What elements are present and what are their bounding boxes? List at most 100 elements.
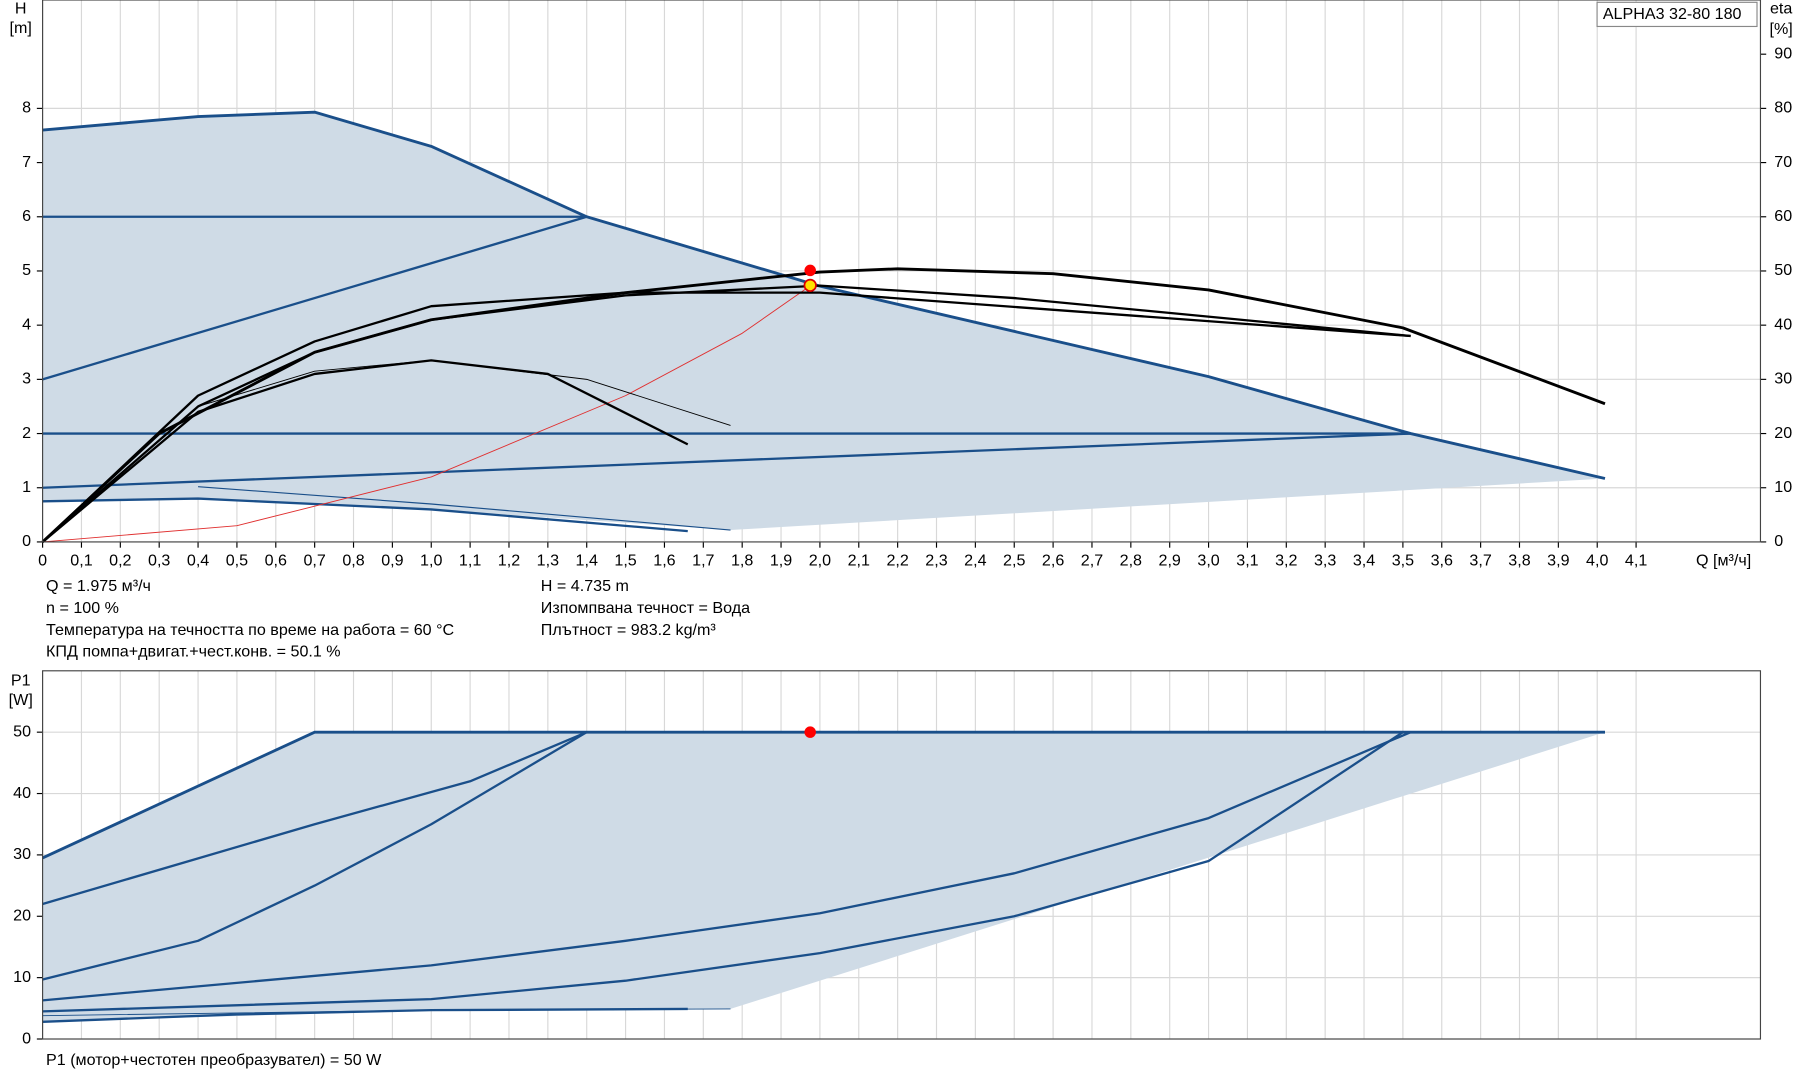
y2-tick-label: 10 xyxy=(1774,478,1792,496)
y2-tick-label: 60 xyxy=(1774,207,1792,225)
x-tick-label: 3,4 xyxy=(1353,552,1375,570)
x-tick-label: 2,1 xyxy=(848,552,870,570)
footer: P1 (мотор+честотен преобразувател) = 50 … xyxy=(46,1051,382,1069)
duty-point xyxy=(803,278,817,292)
info: n = 100 % xyxy=(46,599,119,617)
y-tick-label: 6 xyxy=(22,207,31,225)
y-tick-label: 1 xyxy=(22,478,31,496)
y2-tick-label: 40 xyxy=(1774,315,1792,333)
y-tick-label: 40 xyxy=(13,784,31,802)
x-tick-label: 1,3 xyxy=(537,552,559,570)
curve xyxy=(42,284,813,543)
x-tick-label: 1,8 xyxy=(731,552,753,570)
chart-title: ALPHA3 32-80 180 xyxy=(1603,5,1742,23)
x-tick-label: 1,7 xyxy=(692,552,714,570)
x-tick-label: 1,2 xyxy=(498,552,520,570)
operating-area xyxy=(42,732,1605,1022)
info: Температура на течността по време на раб… xyxy=(46,621,455,639)
y-label: H xyxy=(15,0,27,17)
curve xyxy=(42,731,588,981)
y-tick-label: 3 xyxy=(22,370,31,388)
x-tick-label: 0 xyxy=(38,552,47,570)
x-tick-label: 0,4 xyxy=(187,552,209,570)
x-tick-label: 4,0 xyxy=(1586,552,1608,570)
y-tick-label: 4 xyxy=(22,315,31,333)
y2-unit: [%] xyxy=(1770,20,1793,38)
y-tick-label: 8 xyxy=(22,99,31,117)
info: Изпомпвана течност = Вода xyxy=(541,599,750,617)
x-tick-label: 0,1 xyxy=(70,552,92,570)
curve xyxy=(42,497,688,533)
y2-tick-label: 80 xyxy=(1774,99,1792,117)
x-tick-label: 1,4 xyxy=(576,552,598,570)
curve xyxy=(42,432,1411,489)
curve xyxy=(42,731,1412,1002)
x-tick-label: 3,1 xyxy=(1236,552,1258,570)
plot-frame xyxy=(42,0,1762,543)
info: H = 4.735 m xyxy=(541,577,629,595)
x-tick-label: 2,2 xyxy=(886,552,908,570)
x-tick-label: 2,7 xyxy=(1081,552,1103,570)
curve xyxy=(41,291,1411,543)
curve xyxy=(198,486,731,531)
x-tick-label: 0,8 xyxy=(342,552,364,570)
curve xyxy=(41,730,1605,860)
duty-point xyxy=(804,264,816,277)
curve xyxy=(42,1008,731,1017)
x-tick-label: 3,0 xyxy=(1197,552,1219,570)
x-tick-label: 0,7 xyxy=(303,552,325,570)
y-tick-label: 5 xyxy=(22,261,31,279)
x-tick-label: 0,6 xyxy=(265,552,287,570)
x-tick-label: 1,1 xyxy=(459,552,481,570)
y2-tick-label: 20 xyxy=(1774,424,1792,442)
x-tick-label: 4,1 xyxy=(1625,552,1647,570)
curve xyxy=(41,284,1411,543)
x-tick-label: 3,6 xyxy=(1431,552,1453,570)
info: Плътност = 983.2 kg/m³ xyxy=(541,621,717,639)
x-tick-label: 1,5 xyxy=(614,552,636,570)
x-tick-label: 1,9 xyxy=(770,552,792,570)
y2-tick-label: 70 xyxy=(1774,153,1792,171)
curve xyxy=(41,359,689,543)
curve xyxy=(197,359,731,426)
x-tick-label: 3,2 xyxy=(1275,552,1297,570)
info: Q = 1.975 м³/ч xyxy=(46,577,151,595)
y-label: P1 xyxy=(11,671,31,689)
y-tick-label: 30 xyxy=(13,845,31,863)
info: КПД помпа+двигат.+чест.конв. = 50.1 % xyxy=(46,643,341,661)
y-unit: [m] xyxy=(10,19,32,37)
title-box xyxy=(1596,1,1758,28)
y2-tick-label: 50 xyxy=(1774,261,1792,279)
x-tick-label: 0,5 xyxy=(226,552,248,570)
y2-tick-label: 30 xyxy=(1774,370,1792,388)
x-tick-label: 2,6 xyxy=(1042,552,1064,570)
x-tick-label: 3,7 xyxy=(1469,552,1491,570)
curve xyxy=(42,731,1404,1013)
x-tick-label: 3,5 xyxy=(1392,552,1414,570)
x-tick-label: 2,9 xyxy=(1159,552,1181,570)
x-tick-label: 0,3 xyxy=(148,552,170,570)
x-tick-label: 2,5 xyxy=(1003,552,1025,570)
y-tick-label: 0 xyxy=(22,532,31,550)
y-unit: [W] xyxy=(9,691,33,709)
y-tick-label: 10 xyxy=(13,968,31,986)
y2-label: eta xyxy=(1770,0,1792,17)
x-tick-label: 0,9 xyxy=(381,552,403,570)
x-tick-label: 2,4 xyxy=(964,552,986,570)
x-tick-label: 1,6 xyxy=(653,552,675,570)
x-tick-label: 3,8 xyxy=(1508,552,1530,570)
y2-tick-label: 90 xyxy=(1774,44,1792,62)
x-tick-label: 2,0 xyxy=(809,552,831,570)
x-tick-label: 3,9 xyxy=(1547,552,1569,570)
y-tick-label: 20 xyxy=(13,907,31,925)
x-label: Q [м³/ч] xyxy=(1696,552,1751,570)
x-tick-label: 2,8 xyxy=(1120,552,1142,570)
x-tick-label: 2,3 xyxy=(925,552,947,570)
y-tick-label: 2 xyxy=(22,424,31,442)
plot-frame xyxy=(42,670,1762,1040)
y2-tick-label: 0 xyxy=(1774,532,1783,550)
curve xyxy=(42,215,588,381)
curve xyxy=(42,110,1606,480)
x-tick-label: 1,0 xyxy=(420,552,442,570)
